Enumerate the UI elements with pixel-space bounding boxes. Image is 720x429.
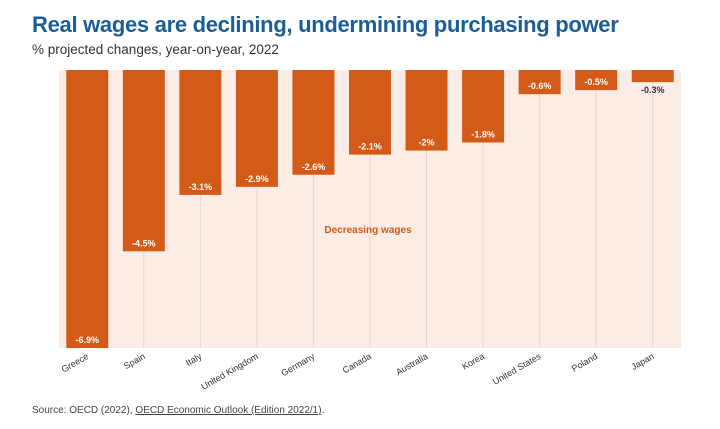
data-label-germany: -2.6% [302, 162, 326, 172]
annotation-decreasing-wages: Decreasing wages [324, 225, 412, 236]
source-note: Source: OECD (2022), OECD Economic Outlo… [32, 405, 324, 416]
x-tick-label-united-kingdom: United Kingdom [199, 351, 259, 392]
data-label-canada: -2.1% [358, 142, 382, 152]
data-label-korea: -1.8% [471, 130, 495, 140]
data-label-japan: -0.3% [641, 85, 665, 95]
bar-australia [405, 70, 448, 151]
x-tick-label-spain: Spain [122, 351, 147, 371]
bar-korea [462, 70, 505, 143]
data-label-spain: -4.5% [132, 238, 156, 248]
bar-united-states [518, 70, 561, 95]
bar-canada [349, 70, 391, 155]
x-tick-label-korea: Korea [460, 351, 486, 372]
x-tick-label-italy: Italy [184, 351, 204, 368]
bar-japan [631, 70, 674, 83]
data-label-greece: -6.9% [76, 335, 100, 345]
x-tick-label-united-states: United States [491, 351, 543, 387]
bar-greece [66, 70, 109, 348]
bar-italy [179, 70, 222, 195]
x-tick-label-japan: Japan [629, 351, 655, 372]
data-label-united-states: -0.6% [528, 81, 552, 91]
bar-chart: Decreasing wages -6.9% -4.5% -3.1% -2.9% -2.… [59, 70, 681, 392]
bar-poland [575, 70, 618, 91]
x-tick-label-australia: Australia [394, 351, 429, 377]
bar-united-kingdom [235, 70, 278, 187]
x-tick-label-poland: Poland [570, 351, 599, 374]
x-tick-label-canada: Canada [341, 351, 373, 375]
chart-title: Real wages are declining, undermining pu… [32, 12, 619, 37]
source-prefix: Source: OECD (2022), [32, 405, 136, 416]
x-tick-label-germany: Germany [279, 351, 316, 378]
chart-subtitle: % projected changes, year-on-year, 2022 [32, 42, 279, 57]
source-link[interactable]: OECD Economic Outlook (Edition 2022/1) [135, 405, 322, 416]
bar-germany [292, 70, 335, 175]
data-label-australia: -2% [419, 138, 435, 148]
data-label-united-kingdom: -2.9% [245, 174, 269, 184]
data-label-poland: -0.5% [584, 77, 608, 87]
bar-spain [122, 70, 165, 252]
source-suffix: . [321, 405, 325, 416]
x-tick-label-greece: Greece [60, 351, 91, 374]
data-label-italy: -3.1% [189, 182, 213, 192]
